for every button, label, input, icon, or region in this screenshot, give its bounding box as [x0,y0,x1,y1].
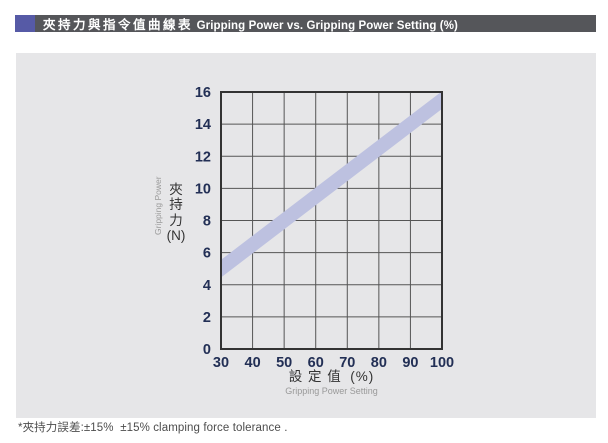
svg-text:12: 12 [195,149,211,165]
svg-text:14: 14 [195,117,211,133]
svg-text:2: 2 [203,310,211,326]
svg-text:16: 16 [195,85,211,101]
svg-text:0: 0 [203,342,211,358]
svg-text:10: 10 [195,181,211,197]
svg-text:8: 8 [203,214,211,230]
svg-text:4: 4 [203,278,211,294]
svg-text:6: 6 [203,246,211,262]
